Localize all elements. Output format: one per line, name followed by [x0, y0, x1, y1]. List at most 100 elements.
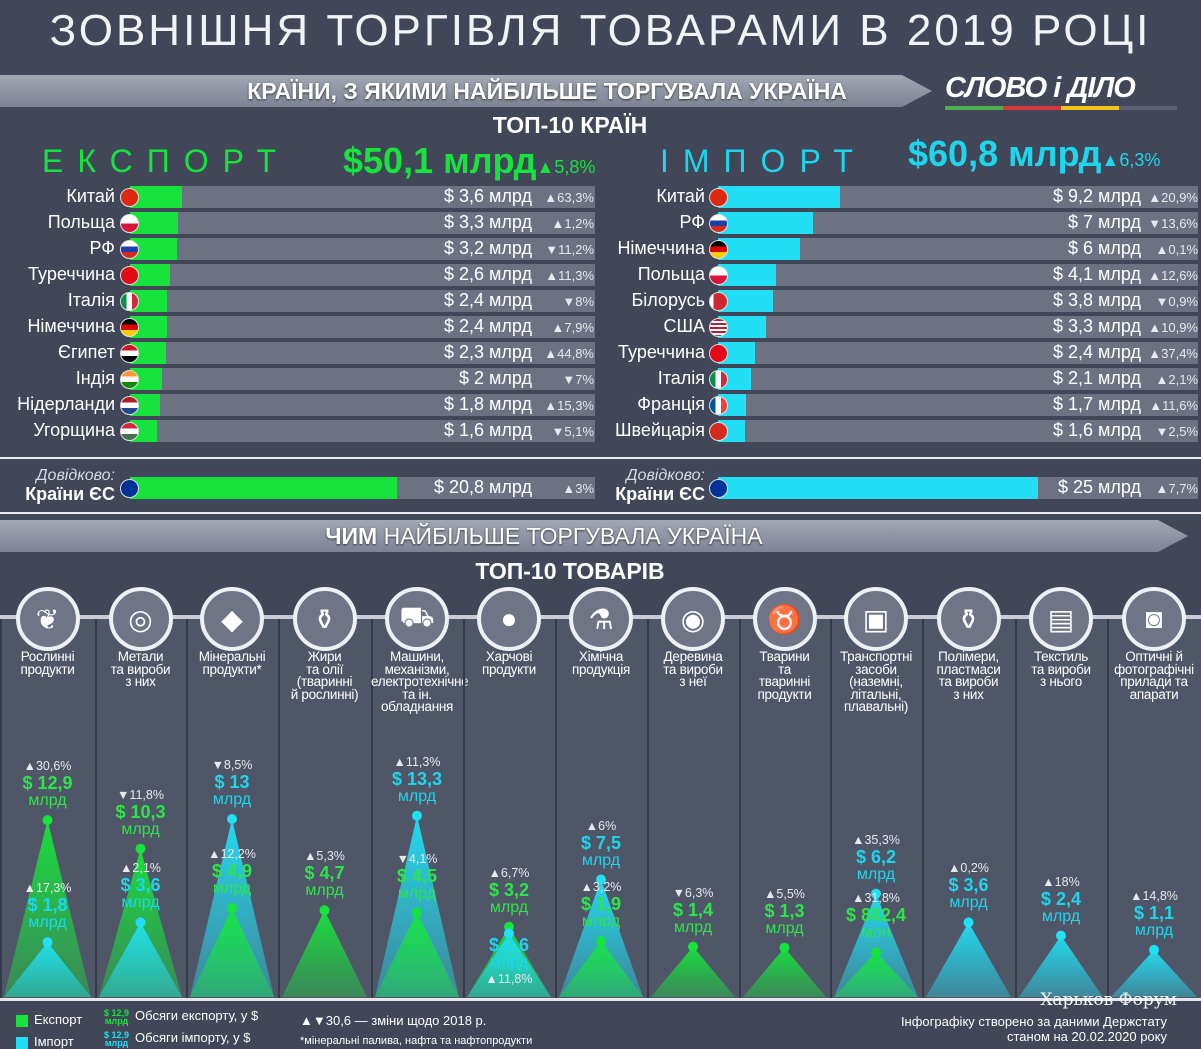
- flag-icon: [709, 292, 728, 311]
- unit-label: млрд: [212, 791, 252, 808]
- country-name: Німеччина: [617, 238, 705, 258]
- import-point: [42, 937, 53, 948]
- bar-track: [718, 342, 1198, 364]
- country-row: Єгипет $ 2,3 млрд ▲44,8%: [0, 341, 600, 367]
- import-point: [412, 810, 422, 821]
- country-name: РФ: [89, 238, 116, 258]
- bar-fill: [130, 186, 182, 208]
- bar-fill: [718, 477, 1038, 499]
- flag-icon: [709, 396, 728, 415]
- country-value: $ 1,6 млрд: [443, 420, 532, 440]
- flag-icon: [120, 188, 139, 207]
- bar-track: [718, 290, 1198, 312]
- country-row: Білорусь $ 3,8 млрд ▼0,9%: [0, 289, 1201, 315]
- eu-note: Довідково:: [36, 467, 115, 484]
- flag-icon: [120, 292, 139, 311]
- unit-label: млрд: [581, 851, 621, 869]
- export-point: [135, 843, 146, 854]
- import-triangle: [1019, 935, 1103, 997]
- import-triangle: [467, 933, 551, 997]
- import-point: [596, 874, 606, 885]
- flag-icon: [120, 344, 139, 363]
- country-change: ▲1,2%: [551, 216, 595, 231]
- import-swatch: [16, 1036, 28, 1049]
- value-label: $ 1,8: [27, 895, 68, 916]
- country-value: $ 3,3 млрд: [1052, 316, 1141, 336]
- eu-name: Країни ЄС: [25, 484, 115, 504]
- import-triangle: [1111, 949, 1197, 997]
- legend-import-volume: $ 12,9 млрд Обсяги імпорту, у $: [104, 1030, 251, 1047]
- value-label: $ 1,9: [580, 894, 622, 915]
- import-total-change: ▲6,3%: [1101, 150, 1161, 170]
- import-point: [227, 814, 237, 824]
- flag-icon: [709, 370, 728, 389]
- bar-track: [718, 264, 1198, 286]
- unit-label: млрд: [121, 894, 160, 912]
- import-value-label: ▲2,1% $ 3,6 млрд: [95, 860, 187, 911]
- goods-column: [1107, 619, 1201, 998]
- country-row: Франція $ 1,7 млрд ▲11,6%: [0, 393, 1201, 419]
- country-value: $ 2,4 млрд: [443, 316, 532, 336]
- product-name: Транспортні засоби (наземні, літальні, п…: [839, 649, 913, 714]
- export-triangle: [4, 820, 91, 997]
- value-label: $ 6,2: [855, 846, 897, 867]
- value-label: $ 13: [214, 772, 250, 792]
- export-value-label: ▲5,3% $ 4,7 млрд: [279, 848, 371, 899]
- goods-column: [739, 619, 830, 998]
- export-triangle: [834, 952, 918, 997]
- flag-icon: [709, 344, 728, 363]
- country-value: $ 4,1 млрд: [1052, 264, 1141, 284]
- eu-label: Довідково: Країни ЄС: [0, 466, 115, 505]
- unit-label: млрд: [305, 882, 344, 900]
- export-point: [596, 936, 606, 947]
- legend-export: Експорт: [16, 1012, 82, 1027]
- flag-icon: [120, 370, 139, 389]
- country-change: ▼11,2%: [545, 242, 594, 257]
- country-change: ▼7%: [562, 372, 594, 387]
- country-change: ▼2,5%: [1155, 424, 1199, 439]
- bar-track: [130, 186, 595, 208]
- change-label: ▲5,3%: [304, 849, 345, 864]
- crane-truck-icon: ⛟: [385, 587, 449, 651]
- bottles-icon: ⚱: [936, 587, 1001, 651]
- country-change: ▲20,9%: [1148, 190, 1198, 205]
- country-value: $ 3,8 млрд: [1052, 290, 1141, 310]
- bar-track: [130, 342, 595, 364]
- country-name: Німеччина: [27, 316, 115, 336]
- goods-column: [1015, 619, 1107, 998]
- eu-row: $ 25 млрд ▲7,7%: [0, 476, 1201, 502]
- product-name: Деревина та вироби з неї: [663, 649, 723, 689]
- flag-icon: [120, 422, 139, 441]
- import-value-label: ▲11,3% $ 13,3 млрд: [371, 754, 463, 805]
- change-label: ▲2,1%: [120, 861, 161, 876]
- country-change: ▲63,3%: [544, 190, 594, 205]
- country-name: Білорусь: [631, 290, 705, 310]
- unit-label: млрд: [397, 787, 437, 805]
- watermark: Харьков Форум: [1040, 990, 1177, 1010]
- logo-stripe: [945, 106, 1177, 110]
- bar-track: [718, 238, 1198, 260]
- unit-label: млрд: [212, 880, 252, 898]
- unit-label: млрд: [28, 914, 67, 932]
- change-label: ▲0,2%: [948, 861, 989, 876]
- export-value-label: ▼6,3% $ 1,4 млрд: [647, 885, 739, 936]
- bar-fill: [718, 238, 800, 260]
- country-row: Китай $ 3,6 млрд ▲63,3%: [0, 185, 600, 211]
- value-label: $ 1,3: [764, 900, 805, 921]
- export-point: [779, 942, 790, 953]
- import-value-label: ▲17,3% $ 1,8 млрд: [2, 880, 94, 931]
- product-name: Полімери, пластмаси та вироби з них: [936, 649, 1001, 702]
- country-row: Німеччина $ 6 млрд ▲0,1%: [0, 237, 1201, 263]
- value-label: $ 1,4: [672, 899, 714, 920]
- flask-icon: ⚗: [569, 587, 633, 651]
- export-triangle: [190, 908, 274, 997]
- bar-fill: [130, 477, 397, 499]
- country-name: РФ: [679, 212, 706, 232]
- country-row: Угорщина $ 1,6 млрд ▼5,1%: [0, 419, 600, 445]
- change-label: ▲6%: [585, 818, 617, 833]
- country-name: Угорщина: [33, 420, 115, 440]
- value-label: $ 7,5: [580, 832, 622, 853]
- value-label: $ 3,6: [120, 875, 161, 896]
- value-label: $ 882,4: [845, 905, 907, 926]
- country-row: РФ $ 3,2 млрд ▼11,2%: [0, 237, 600, 263]
